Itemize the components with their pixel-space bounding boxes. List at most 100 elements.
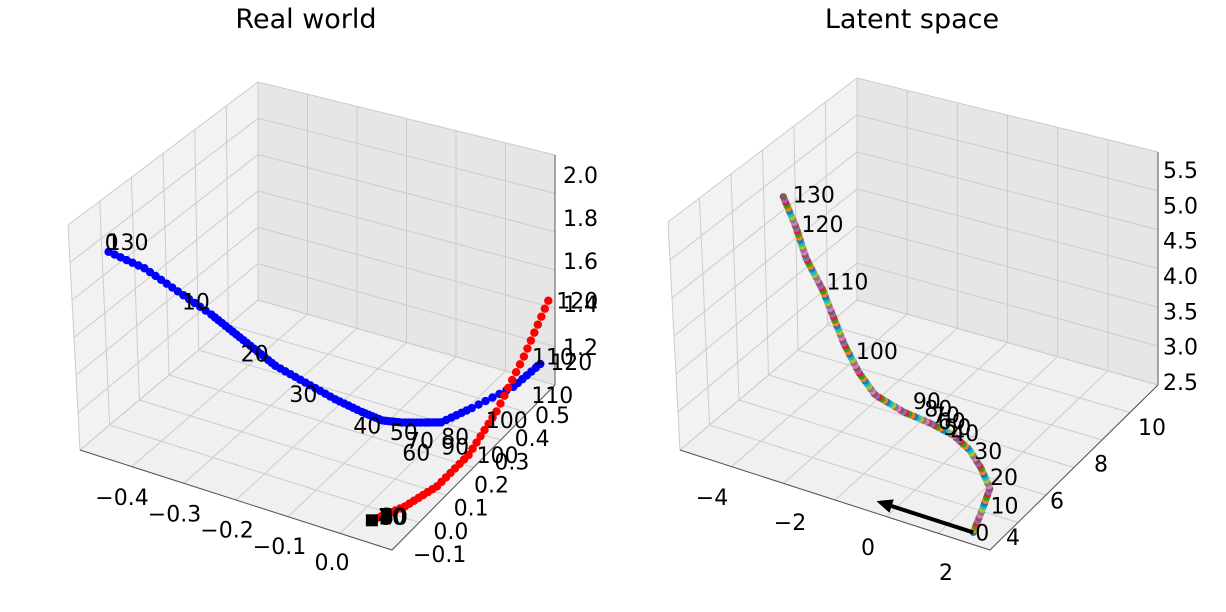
point-annotation: 30 <box>974 440 1002 465</box>
x-tick-label: 0 <box>861 536 875 561</box>
z-tick-label: 4.0 <box>1163 265 1198 290</box>
y-tick-label: 4 <box>1006 526 1020 551</box>
x-tick-label: −0.3 <box>148 502 201 527</box>
red-point <box>544 296 553 305</box>
z-tick-label: 5.5 <box>1163 159 1198 184</box>
z-tick-label: 1.4 <box>563 293 598 318</box>
red-point <box>519 352 529 361</box>
point-annotation: 10 <box>991 494 1019 519</box>
point-annotation: 100 <box>477 444 519 469</box>
point-annotation: 100 <box>856 340 898 365</box>
point-annotation: 0 <box>105 231 119 256</box>
point-annotation: 10 <box>182 290 210 315</box>
point-annotation: 130 <box>107 231 149 256</box>
y-tick-label: 0.3 <box>494 450 529 475</box>
floor-pane <box>680 300 1158 550</box>
y-tick-label: 0.1 <box>454 497 489 522</box>
red-point <box>468 444 477 453</box>
point-annotation: 120 <box>550 351 592 376</box>
point-annotation: 80 <box>924 397 952 422</box>
red-point <box>526 336 536 345</box>
point-annotation: 110 <box>826 270 868 295</box>
red-point <box>515 360 525 369</box>
red-point <box>496 399 505 408</box>
point-annotation: 50 <box>390 421 418 446</box>
point-annotation: 90 <box>441 435 469 460</box>
red-point <box>511 368 521 377</box>
left-pane <box>668 78 857 450</box>
arrow-head <box>876 499 894 513</box>
z-tick-label: 2.0 <box>563 164 598 189</box>
x-tick-label: 2 <box>939 561 953 586</box>
grid <box>667 77 1159 551</box>
z-tick-label: 2.5 <box>1163 371 1198 396</box>
z-tick-label: 1.6 <box>563 250 598 275</box>
point-annotation: 70 <box>932 404 960 429</box>
y-tick-label: 10 <box>1138 416 1166 441</box>
point-annotation: 90 <box>913 390 941 415</box>
y-tick-label: 0.5 <box>535 404 570 429</box>
y-tick-label: −0.1 <box>413 543 466 568</box>
x-tick-label: −0.1 <box>253 535 306 560</box>
point-annotation: 30 <box>380 505 408 530</box>
y-tick-label: 8 <box>1094 453 1108 478</box>
point-annotation: 80 <box>379 505 407 530</box>
z-tick-label: 1.2 <box>563 336 598 361</box>
red-point <box>523 344 532 353</box>
point-annotation: 40 <box>378 505 406 530</box>
z-tick-label: 5.0 <box>1163 194 1198 219</box>
point-annotation: 20 <box>990 466 1018 491</box>
x-tick-label: 0.0 <box>315 551 350 576</box>
point-annotation: 130 <box>793 184 835 209</box>
red-point <box>476 432 485 441</box>
red-point <box>472 438 481 447</box>
z-tick-label: 4.5 <box>1163 230 1198 255</box>
z-tick-label: 1.8 <box>563 207 598 232</box>
z-tick-label: 3.0 <box>1163 336 1198 361</box>
point-annotation: 80 <box>441 425 469 450</box>
red-point <box>480 425 489 435</box>
grid <box>67 81 556 551</box>
point-annotation: 90 <box>380 505 408 530</box>
z-tick-label: 3.5 <box>1163 300 1198 325</box>
blue-point <box>488 393 497 402</box>
chart-title: Latent space <box>825 4 999 35</box>
blue-point <box>481 396 490 406</box>
chart-real-world: Real world −0.4−0.3−0.2−0.10.0 −0.10.00.1… <box>67 4 599 576</box>
y-tick-label: 0.2 <box>474 474 509 499</box>
point-annotation: 40 <box>353 414 381 439</box>
red-point <box>537 312 546 321</box>
point-annotation: 50 <box>379 505 407 530</box>
latent-point <box>779 193 787 201</box>
start-marker <box>365 514 378 527</box>
point-annotation: 60 <box>402 441 430 466</box>
tick-labels: −0.4−0.3−0.2−0.10.0 −0.10.00.10.20.30.40.… <box>95 164 598 576</box>
point-annotation: 120 <box>801 213 843 238</box>
point-annotation: 50 <box>943 416 971 441</box>
point-annotation: 30 <box>289 383 317 408</box>
red-point <box>464 450 473 460</box>
y-tick-label: 6 <box>1050 489 1064 514</box>
x-tick-label: −4 <box>696 486 728 511</box>
point-annotation: 40 <box>951 422 979 447</box>
red-point <box>488 413 497 422</box>
direction-arrow <box>891 504 974 535</box>
point-annotation: 110 <box>532 346 574 371</box>
x-tick-label: −0.2 <box>200 519 253 544</box>
blue-point <box>474 400 483 409</box>
markers <box>779 193 994 537</box>
point-annotation: 0 <box>975 521 989 546</box>
point-annotation: 60 <box>938 410 966 435</box>
red-point <box>484 419 493 429</box>
red-point <box>492 407 501 416</box>
x-tick-label: −0.4 <box>95 486 148 511</box>
red-point <box>504 383 513 393</box>
red-point <box>540 304 550 313</box>
x-tick-label: −2 <box>774 511 806 536</box>
point-annotation: 110 <box>531 384 573 409</box>
red-point <box>530 328 539 337</box>
